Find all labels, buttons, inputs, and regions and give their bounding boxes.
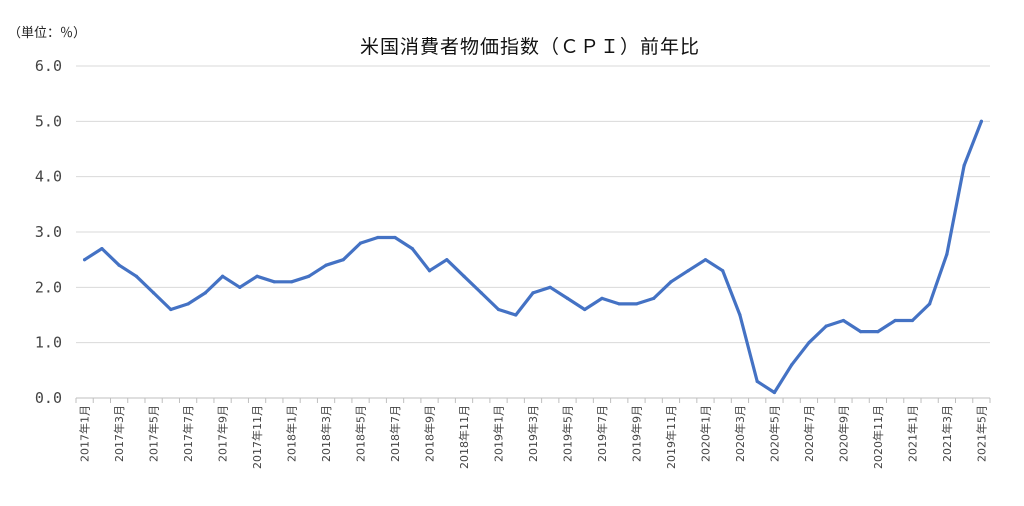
data-point [514, 313, 518, 317]
x-tick-label: 2019年3月 [526, 405, 540, 462]
y-tick-label: 0.0 [35, 389, 62, 407]
data-point [703, 258, 708, 262]
x-tick-label: 2017年3月 [112, 405, 126, 462]
data-point [238, 285, 242, 289]
data-point [962, 164, 966, 168]
data-point [876, 330, 880, 334]
x-tick-label: 2018年1月 [285, 405, 299, 462]
x-tick-label: 2019年9月 [629, 405, 643, 462]
data-point [100, 247, 104, 251]
y-tick-label: 6.0 [35, 57, 62, 75]
x-tick-label: 2017年9月 [216, 405, 230, 462]
data-point [772, 390, 777, 395]
data-point [738, 313, 742, 317]
data-point [686, 269, 690, 273]
data-point [755, 379, 759, 383]
x-tick-label: 2019年7月 [595, 405, 609, 462]
y-tick-label: 3.0 [35, 223, 62, 241]
y-tick-label: 4.0 [35, 168, 62, 186]
x-tick-label: 2018年9月 [423, 405, 437, 462]
data-point [807, 341, 811, 345]
data-point [169, 307, 173, 312]
data-point [721, 269, 725, 273]
x-tick-label: 2020年1月 [698, 405, 712, 462]
data-point [289, 280, 294, 284]
x-tick-label: 2018年7月 [388, 405, 402, 462]
data-point [376, 235, 380, 240]
data-point [152, 291, 156, 295]
x-tick-label: 2017年7月 [181, 405, 195, 462]
data-point [841, 318, 846, 323]
data-point [893, 318, 897, 323]
data-point [462, 274, 466, 278]
x-tick-label: 2020年5月 [767, 405, 781, 462]
data-point [393, 235, 397, 240]
cpi-series-line [82, 119, 984, 395]
data-point [479, 291, 483, 295]
x-tick-label: 2017年1月 [78, 405, 92, 462]
data-point [186, 302, 190, 306]
data-point [341, 258, 345, 262]
y-tick-label: 1.0 [35, 334, 62, 352]
x-tick-label: 2021年5月 [974, 405, 988, 462]
data-point [910, 318, 914, 323]
x-tick-label: 2020年9月 [836, 405, 850, 462]
data-point [272, 280, 276, 284]
data-point [410, 247, 414, 251]
x-tick-label: 2021年3月 [940, 405, 954, 462]
data-point [220, 274, 225, 278]
x-tick-label: 2021年1月 [905, 405, 919, 462]
y-tick-label: 2.0 [35, 278, 62, 296]
data-point [117, 263, 121, 267]
data-point [652, 296, 656, 300]
x-tick-label: 2018年3月 [319, 405, 333, 462]
data-point [203, 291, 207, 295]
data-point [824, 324, 828, 328]
data-point [134, 274, 138, 278]
data-point [496, 307, 501, 312]
chart-title: 米国消費者物価指数（ＣＰＩ）前年比 [359, 36, 700, 58]
data-point [427, 269, 432, 273]
data-point [583, 307, 587, 312]
data-point [445, 258, 449, 262]
data-point [255, 274, 259, 278]
data-point [859, 330, 863, 334]
data-point [928, 302, 932, 306]
unit-label: （単位：％） [8, 26, 87, 41]
data-point [634, 302, 639, 306]
data-point [83, 258, 87, 262]
data-point [307, 274, 311, 278]
data-point [600, 296, 604, 300]
data-point [979, 119, 983, 123]
data-point [669, 280, 673, 284]
data-point [565, 296, 570, 300]
data-point [548, 285, 552, 289]
x-tick-label: 2020年7月 [802, 405, 816, 462]
x-tick-label: 2018年11月 [457, 405, 471, 469]
x-tick-label: 2019年1月 [492, 405, 506, 462]
x-tick-label: 2018年5月 [354, 405, 368, 462]
data-point [945, 252, 949, 256]
y-tick-label: 5.0 [35, 112, 62, 130]
data-point [617, 302, 621, 306]
x-tick-label: 2017年11月 [250, 405, 264, 469]
x-tick-label: 2017年5月 [147, 405, 161, 462]
x-tick-label: 2020年3月 [733, 405, 747, 462]
x-tick-label: 2019年11月 [664, 405, 678, 469]
data-point [324, 263, 328, 267]
data-point [790, 363, 794, 367]
data-point [358, 241, 363, 245]
x-tick-label: 2019年5月 [560, 405, 574, 462]
x-tick-label: 2020年11月 [871, 405, 885, 469]
data-point [531, 291, 535, 295]
